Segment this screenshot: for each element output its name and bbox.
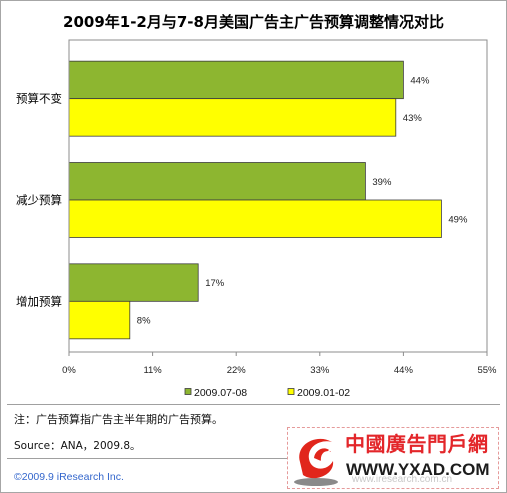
x-tick-label: 0% [62, 365, 76, 376]
data-label: 8% [137, 316, 151, 327]
bar [68, 162, 366, 201]
chart-title: 2009年1-2月与7-8月美国广告主广告预算调整情况对比 [63, 13, 444, 31]
source-note: Source：ANA，2009.8。 [14, 440, 141, 452]
data-label: 17% [205, 278, 225, 289]
yxad-watermark: www.iresearch.com.cn 中國廣告門戶網 WWW.YXAD.CO… [287, 427, 499, 489]
yxad-logo-icon [290, 430, 342, 488]
data-label: 44% [410, 75, 430, 86]
bar [68, 98, 397, 137]
copyright: ©2009.9 iResearch Inc. [14, 471, 124, 483]
data-label: 39% [372, 177, 392, 188]
bar [68, 60, 404, 100]
data-label: 43% [403, 113, 423, 124]
x-tick-label: 33% [310, 365, 330, 376]
category-label: 增加预算 [16, 294, 62, 308]
horizontal-bar-chart: 预算不变 44% 43% 减少预算 39% 49% 增加预算 17% 8% 0% 11% 22% 33%… [16, 39, 497, 399]
legend-swatch [184, 388, 192, 395]
category-label: 预算不变 [16, 92, 62, 106]
bar [68, 199, 442, 238]
legend-label: 2009.07-08 [194, 387, 247, 399]
data-label: 49% [448, 214, 468, 225]
bar [68, 300, 131, 340]
bar [68, 263, 199, 302]
divider-top [7, 404, 500, 405]
divider-bottom [7, 458, 500, 459]
watermark-site-name: 中國廣告門戶網 [345, 432, 489, 456]
legend-swatch [287, 388, 295, 395]
legend-label: 2009.01-02 [297, 387, 350, 399]
x-tick-label: 44% [394, 365, 414, 376]
category-label: 减少预算 [16, 193, 62, 207]
x-tick-label: 11% [143, 365, 162, 376]
iresearch-site-url: www.iresearch.com.cn [352, 474, 453, 485]
x-tick-label: 55% [477, 365, 497, 376]
x-tick-label: 22% [227, 365, 247, 376]
watermark-site-url: WWW.YXAD.COM [346, 460, 490, 479]
legend: 2009.07-08 2009.01-02 [184, 387, 350, 399]
footnote: 注：广告预算指广告主半年期的广告预算。 [14, 413, 223, 426]
